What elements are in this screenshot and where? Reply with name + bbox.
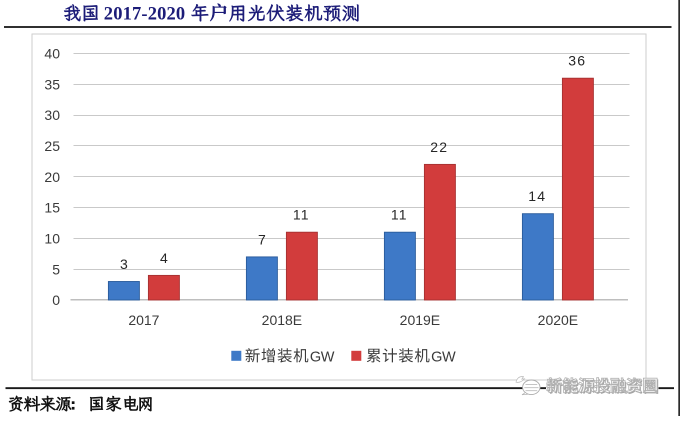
- svg-text:3: 3: [120, 256, 128, 272]
- svg-text:30: 30: [44, 107, 60, 123]
- svg-text:5: 5: [52, 261, 60, 277]
- svg-text:2017: 2017: [128, 312, 159, 328]
- svg-text:2020E: 2020E: [538, 312, 578, 328]
- svg-text:40: 40: [44, 46, 60, 62]
- svg-text:2018E: 2018E: [262, 312, 302, 328]
- svg-text:2019E: 2019E: [400, 312, 440, 328]
- svg-text:35: 35: [44, 76, 60, 92]
- svg-text:GW: GW: [310, 350, 335, 366]
- svg-text:22: 22: [430, 139, 448, 155]
- svg-text:4: 4: [160, 250, 168, 266]
- svg-text:15: 15: [44, 200, 60, 216]
- svg-text:10: 10: [44, 231, 60, 247]
- svg-text:2017-2020: 2017-2020: [104, 5, 186, 25]
- svg-text:7: 7: [258, 231, 266, 247]
- svg-text:14: 14: [528, 188, 546, 204]
- svg-text:36: 36: [568, 53, 586, 69]
- svg-text:25: 25: [44, 138, 60, 154]
- svg-text:11: 11: [391, 207, 408, 223]
- svg-text:0: 0: [52, 292, 60, 308]
- svg-text:11: 11: [293, 207, 310, 223]
- svg-text:GW: GW: [431, 350, 456, 366]
- svg-text:20: 20: [44, 169, 60, 185]
